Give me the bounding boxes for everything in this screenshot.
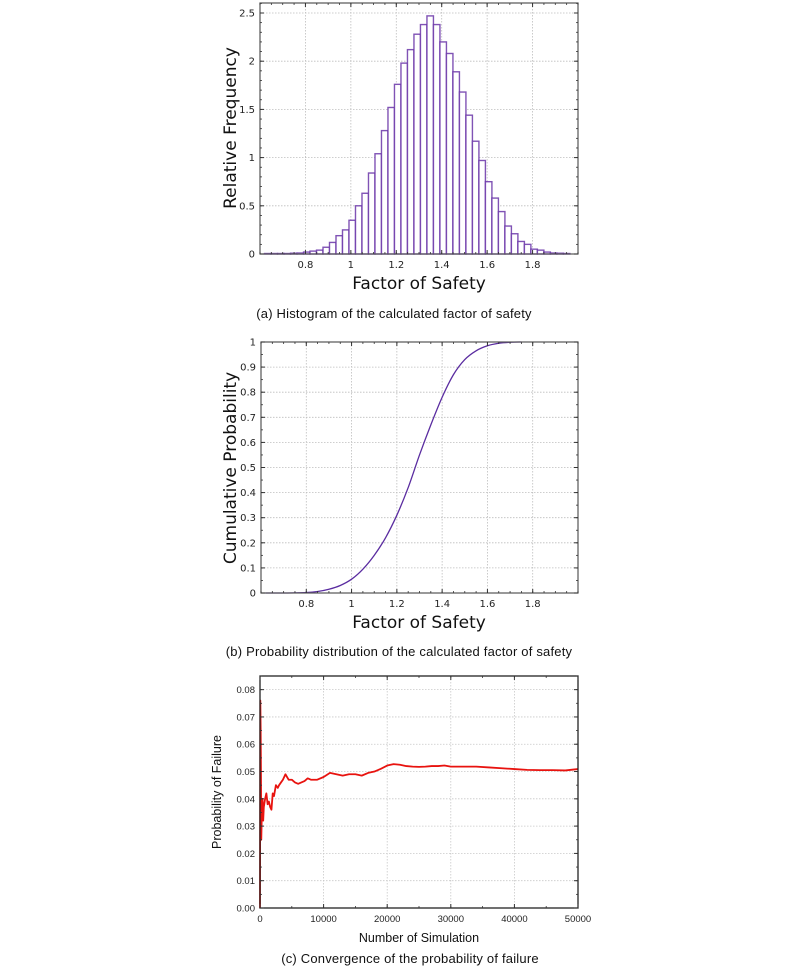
y-tick-label: 0.8 bbox=[240, 388, 256, 399]
histogram-bar bbox=[413, 33, 422, 255]
y-tick-label: 2.5 bbox=[239, 9, 255, 20]
histogram-bar bbox=[387, 106, 396, 255]
histogram-bar bbox=[510, 233, 519, 255]
y-axis-label: Relative Frequency bbox=[221, 47, 241, 209]
grid-lines bbox=[260, 676, 579, 908]
x-tick-label: 1.6 bbox=[479, 599, 495, 610]
histogram-bar bbox=[380, 129, 389, 255]
histogram-bar bbox=[393, 83, 402, 255]
histogram-bar bbox=[432, 23, 441, 255]
y-tick-label: 0 bbox=[249, 250, 255, 261]
histogram-bar bbox=[426, 15, 435, 255]
caption-c: (c) Convergence of the probability of fa… bbox=[281, 951, 539, 966]
y-tick-label: 0.07 bbox=[237, 712, 256, 723]
y-tick-label: 1 bbox=[249, 153, 255, 164]
y-tick-label: 0.3 bbox=[240, 513, 256, 524]
histogram-bar bbox=[361, 192, 370, 255]
histogram-bar bbox=[471, 140, 480, 255]
histogram-bar bbox=[484, 180, 493, 255]
y-tick-label: 0.03 bbox=[237, 822, 256, 833]
y-tick-label: 0.4 bbox=[240, 488, 256, 499]
y-tick-label: 0.9 bbox=[240, 363, 256, 374]
probability-of-failure-chart: 0 10000 20000 30000 40000 50000 0.00 0.01 0.02 0.… bbox=[210, 675, 591, 966]
x-tick-label: 1.4 bbox=[434, 260, 450, 271]
y-tick-label: 0.00 bbox=[237, 904, 256, 915]
histogram-bar bbox=[341, 229, 350, 255]
histogram-bar bbox=[465, 114, 474, 255]
histogram-bar bbox=[335, 234, 344, 255]
x-tick-label: 40000 bbox=[501, 914, 527, 925]
y-tick-label: 1.5 bbox=[239, 105, 255, 116]
y-tick-label: 0.01 bbox=[237, 876, 256, 887]
histogram-bar bbox=[400, 62, 409, 255]
x-tick-label: 1 bbox=[348, 260, 354, 271]
y-tick-label: 0 bbox=[250, 589, 256, 600]
histogram-bar bbox=[504, 225, 513, 255]
x-tick-label: 1.2 bbox=[389, 599, 405, 610]
axis-ticks: 0 10000 20000 30000 40000 50000 0.00 0.01 0.02 0.… bbox=[237, 675, 591, 925]
histogram-bar bbox=[328, 241, 337, 255]
x-tick-label: 30000 bbox=[438, 914, 464, 925]
x-tick-label: 10000 bbox=[310, 914, 336, 925]
histogram-bar bbox=[439, 41, 448, 255]
y-tick-label: 0.1 bbox=[240, 563, 256, 574]
y-tick-label: 0.04 bbox=[237, 794, 256, 805]
histogram-bar bbox=[348, 219, 357, 255]
x-tick-label: 0 bbox=[257, 914, 262, 925]
x-tick-label: 1.6 bbox=[479, 260, 495, 271]
axis-ticks: 0.8 1 1.2 1.4 1.6 1.8 0 0.5 1 1.5 2 2.5 bbox=[239, 2, 579, 271]
y-axis-label: Cumulative Probability bbox=[221, 372, 241, 564]
y-tick-label: 0.06 bbox=[237, 740, 256, 751]
y-tick-label: 0.7 bbox=[240, 413, 256, 424]
histogram-bar bbox=[367, 172, 376, 255]
x-tick-label: 20000 bbox=[374, 914, 400, 925]
caption-b: (b) Probability distribution of the calc… bbox=[226, 644, 573, 659]
x-tick-label: 0.8 bbox=[298, 599, 314, 610]
histogram-chart: 0.8 1 1.2 1.4 1.6 1.8 0 0.5 1 1.5 2 2.5 Factor of S… bbox=[221, 2, 579, 321]
axis-ticks: 0.8 1 1.2 1.4 1.6 1.8 0 0.1 0.2 0.3 0.4 0.5 0.6 0.7 0.… bbox=[240, 338, 579, 610]
histogram-bar bbox=[491, 197, 500, 255]
x-axis-label: Number of Simulation bbox=[359, 931, 479, 945]
x-axis-label: Factor of Safety bbox=[352, 613, 486, 633]
y-tick-label: 0.08 bbox=[237, 685, 256, 696]
x-tick-label: 50000 bbox=[565, 914, 591, 925]
histogram-bar bbox=[354, 205, 363, 255]
y-tick-label: 0.5 bbox=[240, 463, 256, 474]
x-tick-label: 1.4 bbox=[434, 599, 450, 610]
y-tick-label: 0.6 bbox=[240, 438, 256, 449]
histogram-bar bbox=[478, 159, 487, 255]
histogram-bar bbox=[523, 243, 532, 255]
y-tick-label: 2 bbox=[249, 57, 255, 68]
y-tick-label: 1 bbox=[250, 338, 256, 349]
x-tick-label: 1.8 bbox=[525, 260, 541, 271]
histogram-bar bbox=[458, 91, 467, 255]
x-tick-label: 1.2 bbox=[388, 260, 404, 271]
cdf-line bbox=[265, 341, 522, 594]
histogram-bar bbox=[374, 153, 383, 255]
x-axis-label: Factor of Safety bbox=[352, 274, 486, 294]
caption-a: (a) Histogram of the calculated factor o… bbox=[256, 306, 532, 321]
y-tick-label: 0.5 bbox=[239, 201, 255, 212]
y-axis-label: Probability of Failure bbox=[210, 735, 224, 849]
y-tick-label: 0.2 bbox=[240, 538, 256, 549]
failure-probability-line bbox=[259, 699, 579, 909]
x-tick-label: 1.8 bbox=[525, 599, 541, 610]
x-tick-label: 0.8 bbox=[297, 260, 313, 271]
x-tick-label: 1 bbox=[348, 599, 354, 610]
cumulative-probability-chart: 0.8 1 1.2 1.4 1.6 1.8 0 0.1 0.2 0.3 0.4 0.5 0.6 0.7 0.… bbox=[221, 338, 579, 659]
histogram-bar bbox=[419, 23, 428, 255]
histogram-bar bbox=[530, 248, 539, 255]
histogram-bar bbox=[445, 52, 454, 255]
histogram-bar bbox=[406, 48, 415, 255]
y-tick-label: 0.05 bbox=[237, 767, 256, 778]
histogram-bar bbox=[452, 71, 461, 255]
histogram-bar bbox=[497, 210, 506, 255]
y-tick-label: 0.02 bbox=[237, 849, 256, 860]
